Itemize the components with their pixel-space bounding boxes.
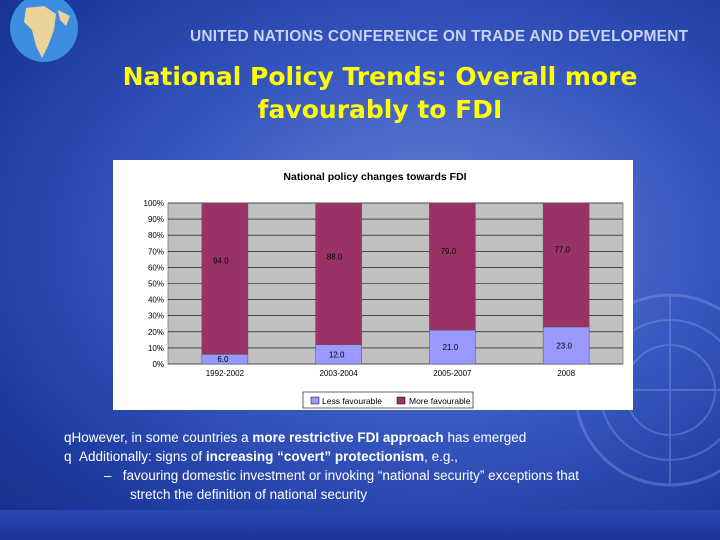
y-tick-label: 70% xyxy=(148,247,164,256)
y-tick-label: 90% xyxy=(148,215,164,224)
y-tick-label: 100% xyxy=(144,199,164,208)
sub-bullet-1-cont: stretch the definition of national secur… xyxy=(130,487,368,502)
slide-title: National Policy Trends: Overall more fav… xyxy=(60,60,700,126)
data-label: 21.0 xyxy=(443,343,459,352)
bar-more xyxy=(429,202,476,331)
bar-less xyxy=(429,329,476,365)
data-label: 94.0 xyxy=(213,257,229,266)
sub-bullet-1: – favouring domestic investment or invok… xyxy=(104,468,579,483)
chart-panel: National policy changes towards FDI 0% 10… xyxy=(113,160,633,410)
chart-title: National policy changes towards FDI xyxy=(283,171,466,183)
y-tick-label: 30% xyxy=(148,312,164,321)
y-tick-label: 10% xyxy=(148,344,164,353)
bullet-2: q Additionally: signs of increasing “cov… xyxy=(64,449,458,464)
legend-box xyxy=(302,391,474,409)
bullet-list: qHowever, in some countries a more restr… xyxy=(64,428,704,504)
title-line-1: National Policy Trends: Overall more xyxy=(122,62,638,91)
bar-more xyxy=(201,202,249,355)
bottom-bar xyxy=(0,510,720,540)
y-tick-label: 0% xyxy=(152,360,164,369)
bullet-1: qHowever, in some countries a more restr… xyxy=(64,430,527,445)
y-tick-label: 40% xyxy=(148,296,164,305)
data-label: 79.0 xyxy=(441,247,457,256)
y-tick-label: 60% xyxy=(148,263,164,272)
x-tick-label: 2005-2007 xyxy=(433,369,472,378)
bar-more xyxy=(315,202,362,345)
data-label: 6.0 xyxy=(217,355,229,364)
x-tick-label: 2003-2004 xyxy=(319,369,358,378)
globe-icon xyxy=(10,0,78,62)
legend-label-less: Less favourable xyxy=(322,396,382,406)
x-tick-label: 2008 xyxy=(557,369,575,378)
y-tick-label: 80% xyxy=(148,231,164,240)
policy-changes-chart: National policy changes towards FDI 0% 10… xyxy=(144,171,624,409)
x-tick-label: 1992-2002 xyxy=(206,369,245,378)
data-label: 23.0 xyxy=(556,341,572,350)
banner-text: UNITED NATIONS CONFERENCE ON TRADE AND D… xyxy=(190,28,689,45)
data-label: 12.0 xyxy=(329,350,345,359)
bar-more xyxy=(542,202,590,328)
bar-less xyxy=(542,326,590,365)
data-label: 88.0 xyxy=(327,253,343,262)
legend-swatch-less xyxy=(310,396,320,405)
legend-swatch-more xyxy=(396,396,406,405)
y-tick-label: 20% xyxy=(148,328,164,337)
legend-label-more: More favourable xyxy=(409,396,471,406)
y-tick-label: 50% xyxy=(148,280,164,289)
title-line-2: favourably to FDI xyxy=(257,95,503,124)
data-label: 77.0 xyxy=(554,246,570,255)
